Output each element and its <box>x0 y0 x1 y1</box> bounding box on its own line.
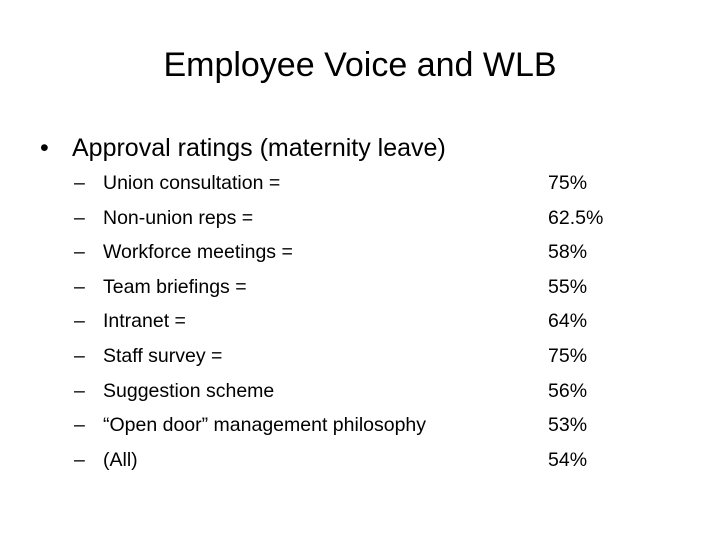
item-label: Union consultation = <box>103 172 281 194</box>
item-value: 62.5% <box>548 206 604 229</box>
item-value: 53% <box>548 414 588 437</box>
item-label: Suggestion scheme <box>103 379 275 402</box>
item-label: Staff survey = <box>103 344 223 367</box>
list-item: Staff survey = 75% <box>0 345 720 380</box>
item-list: Union consultation = 75% Non-union reps = 6… <box>0 172 720 483</box>
list-item: Non-union reps = 62.5% <box>0 207 720 242</box>
bullet: Approval ratings (maternity leave) <box>40 134 446 163</box>
item-value: 58% <box>548 241 588 264</box>
bullet-text: Approval ratings (maternity leave) <box>72 134 446 162</box>
item-value: 55% <box>548 275 588 298</box>
list-item: (All) 54% <box>0 449 720 484</box>
item-label: “Open door” management philosophy <box>103 414 427 437</box>
item-value: 75% <box>548 172 588 194</box>
list-item: Workforce meetings = 58% <box>0 241 720 276</box>
item-value: 64% <box>548 310 588 333</box>
item-value: 54% <box>548 448 588 471</box>
item-value: 56% <box>548 379 588 402</box>
item-label: Intranet = <box>103 310 186 333</box>
item-label: Workforce meetings = <box>103 241 293 264</box>
item-value: 75% <box>548 344 588 367</box>
item-label: (All) <box>103 448 138 471</box>
item-label: Team briefings = <box>103 275 247 298</box>
slide-title: Employee Voice and WLB <box>163 46 557 84</box>
list-item: Intranet = 64% <box>0 310 720 345</box>
list-item: Suggestion scheme 56% <box>0 380 720 415</box>
list-item: Union consultation = 75% <box>0 172 720 207</box>
item-label: Non-union reps = <box>103 206 254 229</box>
list-item: Team briefings = 55% <box>0 276 720 311</box>
list-item: “Open door” management philosophy 53% <box>0 414 720 449</box>
